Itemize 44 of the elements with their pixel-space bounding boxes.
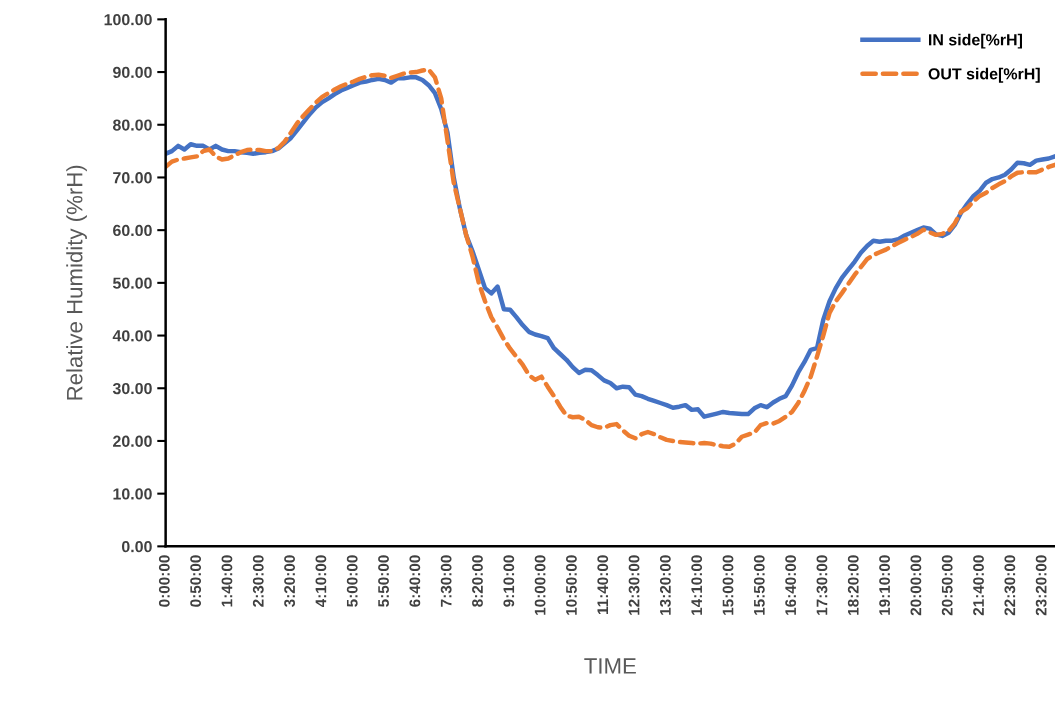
x-axis-title: TIME xyxy=(584,658,636,674)
y-tick-label: 70.00 xyxy=(113,172,152,184)
x-tick-label: 20:50:00 xyxy=(941,555,953,616)
y-tick-label: 60.00 xyxy=(113,224,152,237)
x-tick-label: 3:20:00 xyxy=(284,555,296,607)
x-tick-label: 12:30:00 xyxy=(628,555,640,615)
x-tick-label: 11:40:00 xyxy=(597,555,609,615)
x-tick-label: 1:40:00 xyxy=(221,555,233,607)
x-tick-label: 8:20:00 xyxy=(472,555,483,607)
y-tick-label: 90.00 xyxy=(113,66,152,78)
x-tick-label: 7:30:00 xyxy=(440,555,452,607)
x-tick-label: 15:50:00 xyxy=(753,555,765,615)
x-tick-label: 4:10:00 xyxy=(315,555,327,608)
y-tick-label: 10.00 xyxy=(113,488,152,500)
y-tick-label: 30.00 xyxy=(112,382,152,395)
y-tick-label: 80.00 xyxy=(112,119,152,131)
x-tick-label: 20:00:00 xyxy=(910,555,922,616)
x-tick-label: 10:00:00 xyxy=(534,555,546,615)
x-tick-label: 14:10:00 xyxy=(691,555,703,615)
x-tick-label: 13:20:00 xyxy=(659,555,671,615)
x-tick-label: 15:00:00 xyxy=(722,555,734,615)
y-tick-label: 0.00 xyxy=(121,540,152,553)
x-tick-label: 5:50:00 xyxy=(378,555,389,607)
y-tick-label: 40.00 xyxy=(112,330,152,342)
y-axis-title: Relative Humidity (%rH) xyxy=(66,165,87,400)
x-tick-label: 0:00:00 xyxy=(158,555,170,607)
legend-label: OUT side[%rH] xyxy=(928,67,1040,83)
x-tick-label: 2:30:00 xyxy=(252,555,264,607)
x-tick-label: 5:00:00 xyxy=(346,555,358,607)
legend-label: IN side[%rH] xyxy=(928,33,1022,49)
x-tick-label: 6:40:00 xyxy=(409,555,421,607)
x-tick-label: 18:20:00 xyxy=(847,555,859,615)
x-tick-label: 21:40:00 xyxy=(973,555,984,616)
y-tick-label: 20.00 xyxy=(113,435,152,447)
x-tick-label: 19:10:00 xyxy=(879,555,890,615)
y-tick-label: 100.00 xyxy=(104,13,152,26)
x-tick-label: 22:30:00 xyxy=(1004,555,1016,616)
x-tick-label: 17:30:00 xyxy=(816,555,828,615)
x-tick-label: 23:20:00 xyxy=(1035,555,1047,616)
x-tick-label: 9:10:00 xyxy=(503,555,515,607)
x-tick-label: 10:50:00 xyxy=(566,555,577,615)
x-tick-label: 16:40:00 xyxy=(785,555,797,615)
y-tick-label: 50.00 xyxy=(112,277,152,289)
x-tick-label: 0:50:00 xyxy=(190,555,202,607)
